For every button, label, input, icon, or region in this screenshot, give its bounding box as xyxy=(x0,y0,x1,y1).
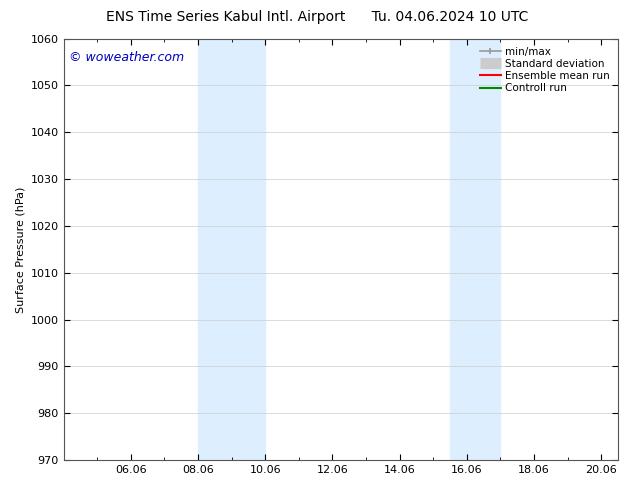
Text: © woweather.com: © woweather.com xyxy=(69,51,184,64)
Text: ENS Time Series Kabul Intl. Airport      Tu. 04.06.2024 10 UTC: ENS Time Series Kabul Intl. Airport Tu. … xyxy=(106,10,528,24)
Bar xyxy=(450,39,500,460)
Bar xyxy=(198,39,265,460)
Legend: min/max, Standard deviation, Ensemble mean run, Controll run: min/max, Standard deviation, Ensemble me… xyxy=(477,44,613,97)
Y-axis label: Surface Pressure (hPa): Surface Pressure (hPa) xyxy=(15,186,25,313)
